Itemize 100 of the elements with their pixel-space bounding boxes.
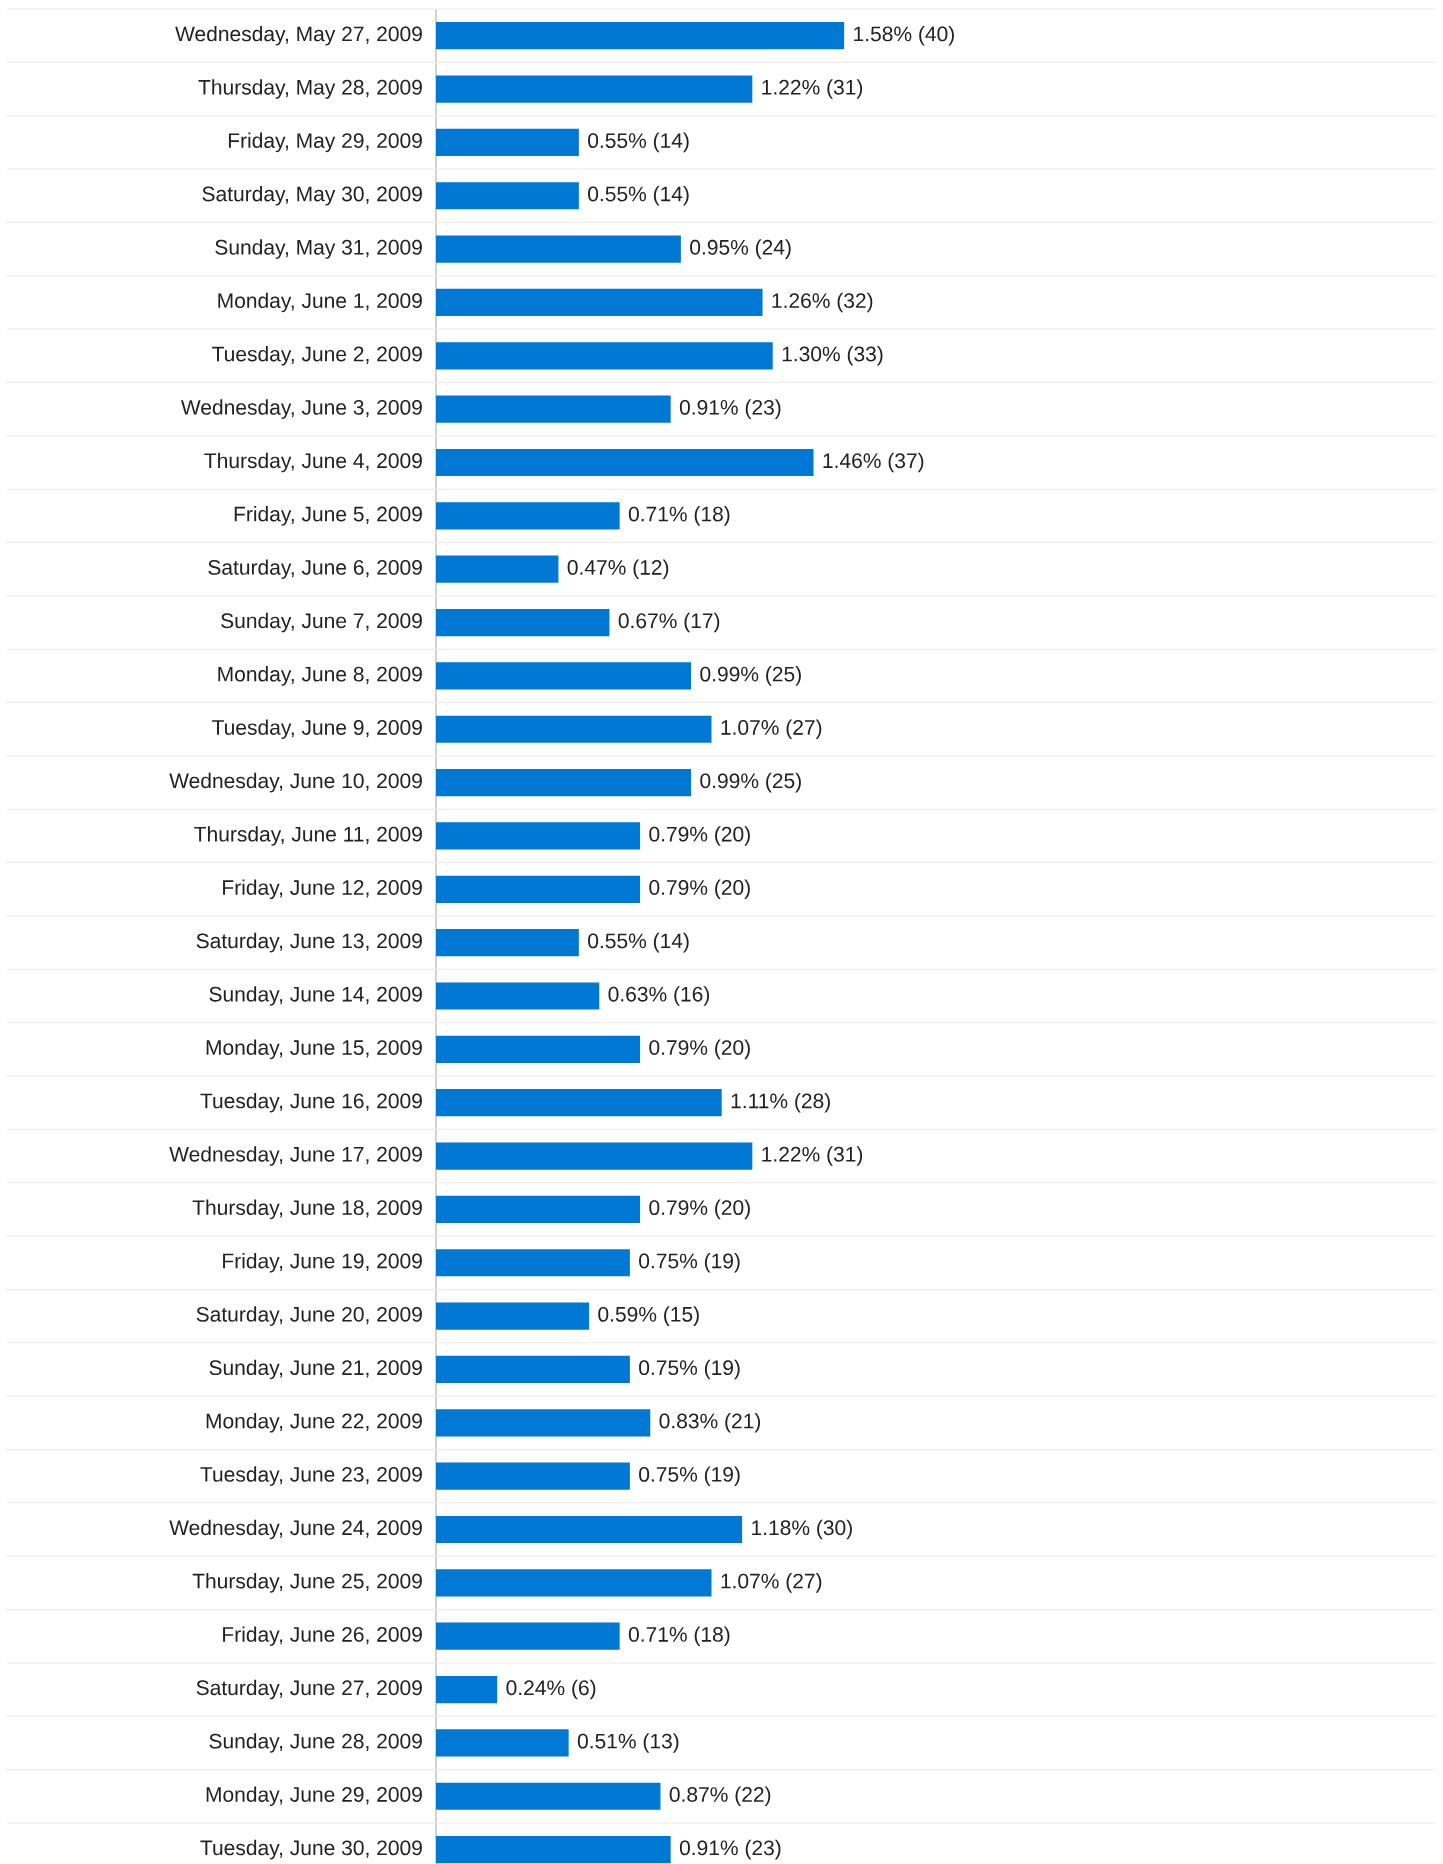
data-label: 0.71% (18) bbox=[628, 506, 730, 526]
bar bbox=[436, 1836, 671, 1864]
y-tick-label: Tuesday, June 23, 2009 bbox=[200, 1466, 422, 1486]
data-label: 0.55% (14) bbox=[588, 132, 689, 153]
y-tick-label: Saturday, May 30, 2009 bbox=[202, 185, 422, 206]
y-tick-label: Friday, June 5, 2009 bbox=[234, 506, 422, 526]
data-label: 0.67% (17) bbox=[618, 612, 720, 633]
data-label: 0.51% (13) bbox=[577, 1733, 679, 1753]
y-tick-label: Sunday, June 28, 2009 bbox=[209, 1733, 422, 1753]
y-tick-label: Monday, June 29, 2009 bbox=[206, 1786, 422, 1807]
y-tick-label: Saturday, June 6, 2009 bbox=[208, 559, 422, 579]
data-label: 0.99% (25) bbox=[700, 666, 801, 686]
y-tick-label: Saturday, June 13, 2009 bbox=[196, 932, 422, 953]
data-label: 0.75% (19) bbox=[639, 1359, 740, 1380]
bar bbox=[436, 448, 814, 477]
data-label: 0.55% (14) bbox=[588, 185, 689, 206]
bar bbox=[436, 235, 681, 263]
y-tick-label: Monday, June 22, 2009 bbox=[206, 1413, 422, 1433]
y-tick-label: Sunday, June 7, 2009 bbox=[221, 612, 422, 633]
bar bbox=[436, 982, 600, 1010]
y-tick-label: Wednesday, June 10, 2009 bbox=[169, 772, 422, 793]
data-label: 1.22% (31) bbox=[762, 79, 863, 99]
bar bbox=[436, 929, 579, 957]
data-label: 1.58% (40) bbox=[854, 25, 954, 46]
bar bbox=[436, 1569, 712, 1597]
data-label: 0.91% (23) bbox=[679, 399, 781, 419]
bar bbox=[436, 555, 559, 583]
bar bbox=[436, 608, 610, 637]
bar bbox=[436, 395, 671, 423]
data-label: 1.18% (30) bbox=[752, 1519, 852, 1540]
data-label: 0.95% (24) bbox=[690, 239, 791, 259]
bar bbox=[436, 1089, 722, 1117]
y-tick-label: Thursday, June 25, 2009 bbox=[192, 1573, 422, 1593]
bar bbox=[436, 1142, 753, 1170]
y-tick-label: Friday, June 12, 2009 bbox=[223, 879, 422, 900]
data-label: 0.71% (18) bbox=[628, 1626, 730, 1647]
data-label: 0.55% (14) bbox=[588, 932, 689, 953]
y-tick-label: Sunday, June 14, 2009 bbox=[209, 986, 422, 1006]
data-label: 0.79% (20) bbox=[649, 826, 750, 846]
y-tick-label: Friday, June 26, 2009 bbox=[223, 1626, 422, 1646]
data-label: 0.79% (20) bbox=[649, 879, 750, 900]
data-label: 0.91% (23) bbox=[679, 1839, 781, 1860]
y-tick-label: Wednesday, June 3, 2009 bbox=[180, 399, 422, 419]
data-label: 0.63% (16) bbox=[608, 986, 710, 1006]
bar bbox=[436, 75, 753, 103]
bar bbox=[436, 502, 620, 530]
data-label: 1.22% (31) bbox=[762, 1146, 863, 1166]
y-tick-label: Tuesday, June 16, 2009 bbox=[200, 1092, 422, 1113]
bar bbox=[436, 1515, 743, 1544]
bar bbox=[436, 182, 579, 210]
data-label: 0.87% (22) bbox=[669, 1786, 771, 1807]
y-tick-label: Thursday, June 11, 2009 bbox=[194, 826, 422, 846]
y-tick-label: Wednesday, June 24, 2009 bbox=[169, 1519, 422, 1540]
bar bbox=[436, 22, 845, 50]
bar bbox=[436, 715, 712, 743]
bar bbox=[436, 822, 641, 850]
y-tick-label: Wednesday, June 17, 2009 bbox=[169, 1146, 422, 1166]
data-label: 0.75% (19) bbox=[639, 1252, 740, 1273]
data-label: 1.07% (27) bbox=[721, 719, 822, 740]
y-tick-label: Wednesday, May 27, 2009 bbox=[175, 25, 422, 46]
bar bbox=[436, 128, 579, 156]
bar bbox=[436, 1462, 630, 1490]
y-tick-label: Thursday, May 28, 2009 bbox=[198, 79, 422, 99]
y-tick-label: Tuesday, June 2, 2009 bbox=[212, 346, 422, 366]
bar bbox=[436, 1675, 498, 1704]
bar bbox=[436, 1302, 590, 1330]
data-label: 0.99% (25) bbox=[700, 772, 801, 793]
y-tick-label: Sunday, May 31, 2009 bbox=[215, 239, 422, 259]
data-label: 0.79% (20) bbox=[649, 1199, 750, 1220]
bar bbox=[436, 342, 773, 370]
y-tick-label: Monday, June 8, 2009 bbox=[218, 666, 422, 686]
bar bbox=[436, 875, 641, 903]
y-tick-label: Thursday, June 18, 2009 bbox=[192, 1199, 422, 1220]
data-label: 1.07% (27) bbox=[721, 1573, 822, 1593]
y-tick-label: Friday, June 19, 2009 bbox=[223, 1252, 422, 1273]
data-label: 1.46% (37) bbox=[823, 452, 924, 473]
bar bbox=[436, 1729, 569, 1757]
bar bbox=[436, 662, 692, 690]
data-label: 0.75% (19) bbox=[639, 1466, 740, 1486]
bar bbox=[436, 1409, 651, 1437]
data-label: 0.47% (12) bbox=[567, 559, 669, 579]
y-tick-label: Friday, May 29, 2009 bbox=[228, 132, 422, 153]
bar bbox=[436, 1622, 620, 1650]
bar bbox=[436, 1195, 641, 1223]
data-label: 0.83% (21) bbox=[659, 1413, 761, 1433]
y-tick-label: Sunday, June 21, 2009 bbox=[209, 1359, 422, 1380]
data-label: 0.59% (15) bbox=[598, 1306, 699, 1326]
bar bbox=[436, 1249, 630, 1277]
y-tick-label: Saturday, June 27, 2009 bbox=[196, 1679, 422, 1700]
bar bbox=[436, 768, 692, 797]
y-tick-label: Saturday, June 20, 2009 bbox=[196, 1306, 422, 1326]
bar bbox=[436, 1035, 641, 1063]
y-tick-label: Tuesday, June 30, 2009 bbox=[200, 1839, 422, 1860]
data-label: 1.11% (28) bbox=[731, 1092, 830, 1113]
data-label: 0.24% (6) bbox=[506, 1679, 596, 1700]
y-tick-label: Monday, June 1, 2009 bbox=[218, 292, 422, 313]
y-tick-label: Thursday, June 4, 2009 bbox=[204, 452, 422, 473]
data-label: 1.26% (32) bbox=[772, 292, 873, 313]
bar bbox=[436, 1355, 630, 1384]
bar bbox=[436, 288, 763, 317]
